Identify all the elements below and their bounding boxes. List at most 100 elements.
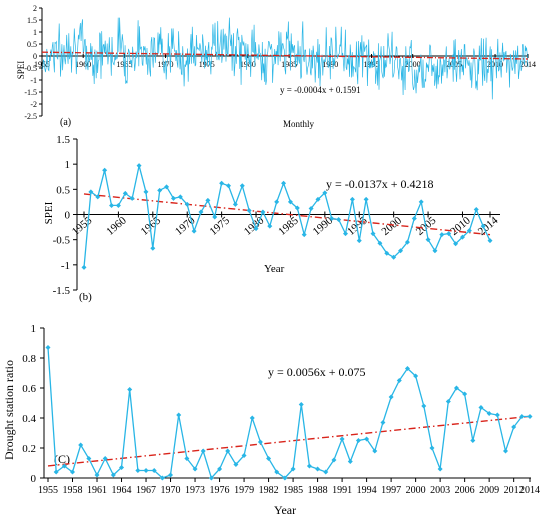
panel-b-data-point: [239, 183, 245, 189]
panel-c-data-point: [233, 462, 239, 467]
panel-b-data-point: [473, 206, 479, 212]
panel-a-x-tick-label: 2000: [405, 60, 421, 69]
panel-b-data-point: [232, 201, 238, 207]
panel-c-data-point: [413, 373, 419, 379]
panel-a-trend-line: [41, 51, 529, 60]
panel-b-x-tick-label: 1985: [276, 214, 301, 238]
panel-a-x-tick-label: 1975: [199, 60, 215, 69]
panel-b-data-point: [219, 180, 225, 186]
panel-b-data-point: [439, 232, 445, 238]
panel-a-ylabel: SPEI: [16, 61, 26, 80]
panel-c-data-point: [102, 456, 108, 461]
panel-b-data-point: [81, 264, 87, 270]
panel-b-y-tick-label: 0: [65, 210, 71, 222]
panel-c-data-point: [151, 468, 157, 473]
panel-a-x-tick-label: 1955: [34, 60, 50, 69]
panel-c-x-tick-label: 1964: [112, 485, 132, 496]
panel-c-data-point: [315, 466, 321, 472]
panel-c-data-point: [168, 472, 174, 478]
panel-c-data-point: [486, 411, 492, 416]
panel-c-data-point: [94, 472, 100, 478]
panel-b-x-tick-label: 2005: [414, 214, 439, 238]
panel-c-label: (C): [54, 452, 70, 466]
panel-b-data-point: [418, 199, 424, 205]
panel-c-x-tick-label: 2014: [520, 485, 540, 496]
panel-c-data-point: [364, 436, 370, 442]
panel-c-data-point: [502, 448, 508, 454]
panel-a-label: (a): [60, 117, 71, 128]
panel-c-data-point: [511, 424, 517, 430]
panel-c-data-point: [380, 420, 386, 425]
panel-b-equation: y = -0.0137x + 0.4218: [326, 177, 434, 191]
panel-a-x-tick-label: 2005: [446, 60, 462, 69]
panel-b-y-tick-label: -1: [61, 260, 70, 272]
panel-b-data-point: [404, 239, 410, 245]
panel-a-y-tick-label: 0: [33, 52, 37, 61]
panel-a: (a) y = -0.0004x + 0.1591 Monthly SPEI -…: [16, 4, 536, 129]
panel-b-data-point: [294, 205, 300, 211]
panel-c-data-point: [429, 445, 435, 451]
panel-c-data-point: [404, 366, 410, 371]
panel-b-data-point: [287, 199, 293, 205]
panel-c-data-point: [388, 394, 394, 400]
panel-b-data-point: [432, 248, 438, 254]
panel-b-y-tick-label: -1.5: [53, 285, 71, 297]
panel-a-y-tick-label: -2: [30, 100, 37, 109]
panel-b-data-point: [226, 183, 232, 189]
panel-c-x-tick-label: 2000: [406, 485, 426, 496]
panel-c-data-point: [249, 415, 255, 421]
panel-c-data-point: [86, 456, 92, 461]
panel-c-ylabel: Drought station ratio: [2, 360, 16, 460]
panel-c-y-tick-label: 0.6: [22, 383, 36, 395]
panel-c-data-point: [257, 439, 263, 445]
panel-b-data-point: [177, 194, 183, 200]
panel-c-x-tick-label: 1982: [259, 485, 279, 496]
panel-c-data-point: [143, 468, 149, 473]
panel-b-data-point: [136, 163, 142, 169]
panel-b-data-point: [164, 184, 170, 190]
panel-c-data-point: [290, 466, 296, 472]
panel-b-data-point: [329, 216, 335, 222]
panel-a-x-tick-label: 1985: [281, 60, 297, 69]
panel-c-data-point: [527, 414, 533, 419]
panel-b-y-tick-label: -0.5: [53, 235, 71, 247]
panel-b-x-tick-label: 2010: [448, 214, 473, 238]
panel-b: y = -0.0137x + 0.4218 Year SPEI (b) -1.5…: [43, 134, 501, 303]
panel-b-data-point: [109, 202, 115, 208]
panel-b-data-point: [308, 205, 314, 211]
panel-c-y-tick-label: 0.2: [22, 443, 36, 455]
panel-a-y-tick-label: -1: [30, 76, 37, 85]
panel-b-data-point: [205, 197, 211, 203]
panel-b-data-point: [191, 228, 197, 234]
panel-a-equation: y = -0.0004x + 0.1591: [280, 85, 361, 95]
panel-c-trend-line: [47, 415, 531, 467]
panel-b-data-point: [115, 202, 121, 208]
panel-c-data-point: [78, 442, 84, 448]
panel-c-x-tick-label: 1958: [63, 485, 83, 496]
panel-c-data-point: [437, 466, 443, 472]
panel-c-xlabel: Year: [274, 503, 296, 517]
panel-c-x-tick-label: 1976: [210, 485, 230, 496]
panel-c-data-point: [494, 412, 500, 418]
panel-b-series-line: [83, 165, 491, 268]
panel-c-data-point: [208, 475, 214, 481]
panel-b-data-point: [301, 232, 307, 238]
panel-a-x-tick-label: 1995: [363, 60, 379, 69]
panel-a-y-tick-label: -1.5: [24, 88, 37, 97]
panel-b-y-tick-label: 1.5: [56, 134, 70, 146]
panel-b-x-tick-label: 1970: [173, 214, 198, 238]
panel-b-y-tick-label: 0.5: [56, 184, 70, 196]
panel-b-data-point: [459, 234, 465, 240]
panel-c-data-point: [331, 457, 337, 463]
panel-b-x-tick-label: 1960: [104, 214, 129, 238]
panel-c-data-point: [192, 466, 198, 472]
panel-a-y-tick-label: -0.5: [24, 64, 37, 73]
panel-a-y-tick-label: 1: [33, 28, 37, 37]
panel-c-data-point: [225, 448, 231, 454]
panel-b-data-point: [95, 194, 101, 200]
panel-a-y-tick-label: 0.5: [27, 40, 37, 49]
panel-b-ylabel: SPEI: [43, 201, 55, 224]
panel-c-y-tick-label: 1: [31, 323, 37, 335]
